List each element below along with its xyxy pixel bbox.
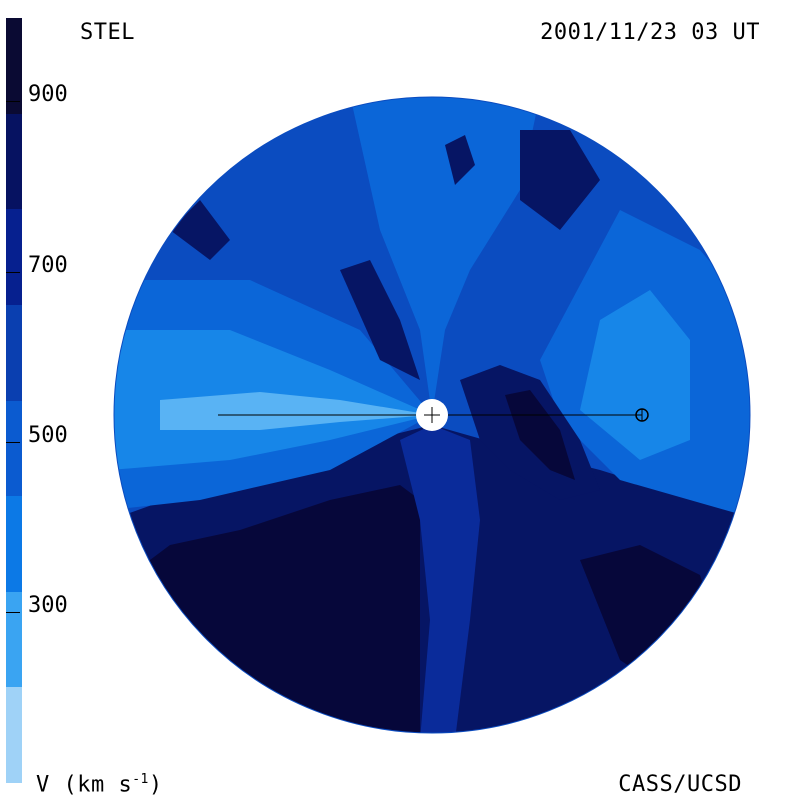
colorbar-segment xyxy=(6,687,22,783)
velocity-unit-label: V (km s-1) xyxy=(36,772,163,798)
region-upper-light-wedge xyxy=(350,97,540,415)
colorbar-segment xyxy=(6,304,22,401)
velocity-contours xyxy=(114,97,750,733)
colorbar-segment xyxy=(6,400,22,497)
colorbar-segment xyxy=(6,113,22,210)
colorbar-tick-900: 900 xyxy=(28,82,68,107)
region-upper-middle-dark xyxy=(340,260,420,380)
colorbar-tick-mark xyxy=(6,442,20,443)
datetime-label: 2001/11/23 03 UT xyxy=(540,20,760,45)
colorbar-segment xyxy=(6,496,22,592)
credit-label: CASS/UCSD xyxy=(618,772,742,797)
region-lower-mid-band xyxy=(400,425,480,733)
colorbar-segment xyxy=(6,209,22,305)
region-top-dark-spot xyxy=(445,135,475,185)
region-right-darkest-core xyxy=(505,390,575,480)
observatory-label: STEL xyxy=(80,20,135,45)
region-left-lightest xyxy=(160,392,432,430)
colorbar-segment xyxy=(6,591,22,688)
velocity-colorbar xyxy=(6,18,22,783)
colorbar-tick-mark xyxy=(6,612,20,613)
region-upper-right-dark xyxy=(520,130,600,230)
map-disc-outline xyxy=(113,96,751,734)
colorbar-tick-500: 500 xyxy=(28,423,68,448)
colorbar-segment xyxy=(6,18,22,114)
region-upper-right-lighter xyxy=(580,290,690,460)
colorbar-tick-300: 300 xyxy=(28,593,68,618)
colorbar-tick-mark xyxy=(6,101,20,102)
colorbar-tick-mark xyxy=(6,272,20,273)
colorbar-tick-700: 700 xyxy=(28,253,68,278)
